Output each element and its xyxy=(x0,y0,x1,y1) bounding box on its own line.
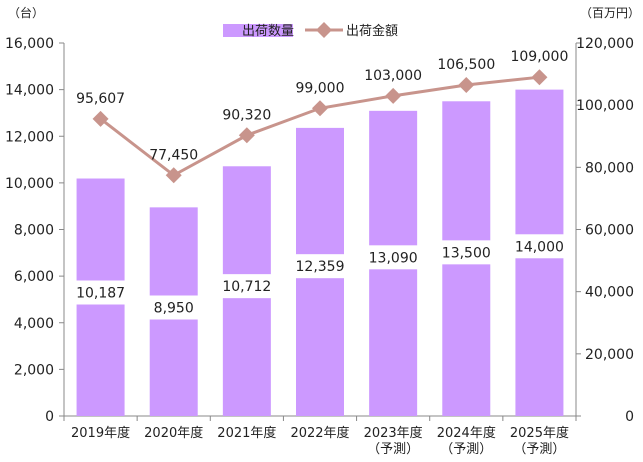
bar-label-box xyxy=(295,254,345,279)
legend-marker-line xyxy=(316,22,332,38)
x-tick-sublabel: （予測） xyxy=(367,442,419,457)
right-tick-label: 100,000 xyxy=(576,98,634,114)
bar-data-label: 13,500 xyxy=(442,245,491,261)
x-tick-label: 2023年度 xyxy=(364,425,423,441)
legend-label-line: 出荷金額 xyxy=(346,23,398,39)
right-tick-label: 0 xyxy=(625,409,634,425)
right-tick-label: 80,000 xyxy=(585,160,634,176)
left-tick-label: 10,000 xyxy=(5,176,54,192)
x-tick-label: 2025年度 xyxy=(510,425,569,441)
bar-label-box xyxy=(441,240,492,265)
line-point xyxy=(92,110,109,127)
line-data-label: 77,450 xyxy=(149,147,198,163)
x-tick-sublabel: （予測） xyxy=(440,442,492,457)
left-tick-label: 0 xyxy=(45,409,54,425)
bar-label-box xyxy=(221,274,272,299)
line-point xyxy=(165,167,182,184)
left-tick-label: 12,000 xyxy=(5,129,54,145)
right-tick-label: 20,000 xyxy=(585,347,634,363)
left-tick-label: 16,000 xyxy=(5,36,54,52)
right-tick-label: 120,000 xyxy=(576,36,634,52)
legend-label-bars: 出荷数量 xyxy=(242,24,294,39)
x-tick-label: 2020年度 xyxy=(144,425,203,441)
bar-label-box xyxy=(75,280,126,305)
line-data-label: 90,320 xyxy=(222,107,271,123)
x-tick-label: 2021年度 xyxy=(217,425,276,441)
line-data-label: 95,607 xyxy=(76,91,125,107)
bar-data-label: 13,090 xyxy=(369,250,418,266)
bar-label-box xyxy=(148,295,199,320)
left-tick-label: 2,000 xyxy=(14,362,54,378)
left-tick-label: 14,000 xyxy=(5,83,54,99)
right-tick-label: 40,000 xyxy=(585,285,634,301)
right-axis-unit: （百万円） xyxy=(580,6,640,20)
line-point xyxy=(238,127,255,144)
bar-data-label: 10,187 xyxy=(76,286,125,302)
bar-label-box xyxy=(368,245,419,270)
bar-data-label: 14,000 xyxy=(515,239,564,255)
left-tick-label: 4,000 xyxy=(14,316,54,332)
left-axis-unit: （台） xyxy=(8,5,44,20)
bar-label-box xyxy=(514,234,565,259)
left-tick-label: 8,000 xyxy=(14,223,54,239)
line-data-label: 103,000 xyxy=(364,68,422,84)
left-tick-label: 6,000 xyxy=(14,269,54,285)
line-point xyxy=(458,76,475,93)
right-tick-label: 60,000 xyxy=(585,223,634,239)
x-tick-label: 2022年度 xyxy=(290,425,349,441)
legend-swatch-bars xyxy=(223,24,293,37)
x-tick-label: 2024年度 xyxy=(437,425,496,441)
x-tick-sublabel: （予測） xyxy=(513,442,565,457)
line-point xyxy=(312,100,328,117)
line-data-label: 99,000 xyxy=(296,80,345,96)
line-point xyxy=(385,87,402,104)
line-data-label: 106,500 xyxy=(437,57,495,73)
bar-data-label: 12,359 xyxy=(296,259,345,275)
x-tick-label: 2019年度 xyxy=(71,425,130,441)
line-data-label: 109,000 xyxy=(510,49,568,65)
bar-data-label: 10,712 xyxy=(222,279,271,295)
bar-data-label: 8,950 xyxy=(154,301,194,317)
line-point xyxy=(531,69,548,86)
